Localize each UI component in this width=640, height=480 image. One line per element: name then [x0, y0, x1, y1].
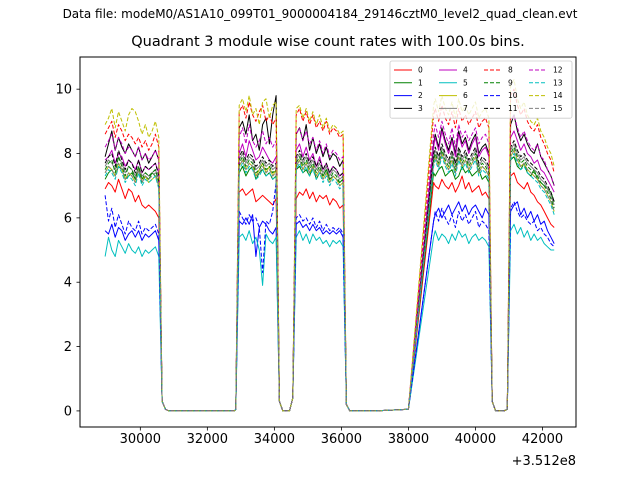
legend-label-11: 11	[508, 104, 518, 113]
legend-label-1: 1	[418, 78, 423, 87]
plot-area	[80, 57, 576, 427]
x-tick-label: 36000	[321, 432, 362, 447]
legend-label-13: 13	[553, 78, 563, 87]
x-tick-label: 32000	[187, 432, 228, 447]
x-tick-label: 34000	[254, 432, 295, 447]
axes-frame	[79, 56, 577, 428]
legend-label-12: 12	[553, 66, 563, 75]
legend-label-10: 10	[508, 91, 518, 100]
legend-label-3: 3	[418, 104, 423, 113]
chart-title: Quadrant 3 module wise count rates with …	[131, 34, 525, 50]
y-tick-label: 2	[64, 340, 72, 355]
series-layer	[104, 79, 555, 412]
legend-frame	[389, 60, 573, 119]
legend-label-2: 2	[418, 91, 423, 100]
x-offset-label: +3.512e8	[512, 454, 576, 469]
suptitle: Data file: modeM0/AS1A10_099T01_90000041…	[62, 7, 578, 21]
axes-layer: 30000 32000 34000 36000 38000 40000 42000 0 2 4 6 8…	[55, 56, 577, 469]
legend-label-8: 8	[508, 66, 513, 75]
y-tick-label: 8	[64, 147, 72, 162]
legend-label-0: 0	[418, 66, 423, 75]
legend-label-14: 14	[553, 91, 563, 100]
y-tick-label: 0	[64, 404, 72, 419]
legend-label-4: 4	[463, 66, 468, 75]
x-tick-label: 30000	[120, 432, 161, 447]
y-tick-label: 6	[64, 211, 72, 226]
x-tick-label: 42000	[522, 432, 563, 447]
legend-label-6: 6	[463, 91, 468, 100]
series-line-15	[104, 149, 555, 412]
series-line-14	[104, 79, 555, 412]
legend-label-9: 9	[508, 78, 513, 87]
plot-background	[80, 57, 576, 427]
legend-label-5: 5	[463, 78, 468, 87]
x-tick-label: 40000	[455, 432, 496, 447]
x-tick-label: 38000	[388, 432, 429, 447]
legend-label-15: 15	[553, 104, 563, 113]
legend-label-7: 7	[463, 104, 468, 113]
y-tick-label: 10	[55, 83, 72, 98]
y-tick-label: 4	[64, 276, 72, 291]
series-line-10	[104, 182, 555, 412]
